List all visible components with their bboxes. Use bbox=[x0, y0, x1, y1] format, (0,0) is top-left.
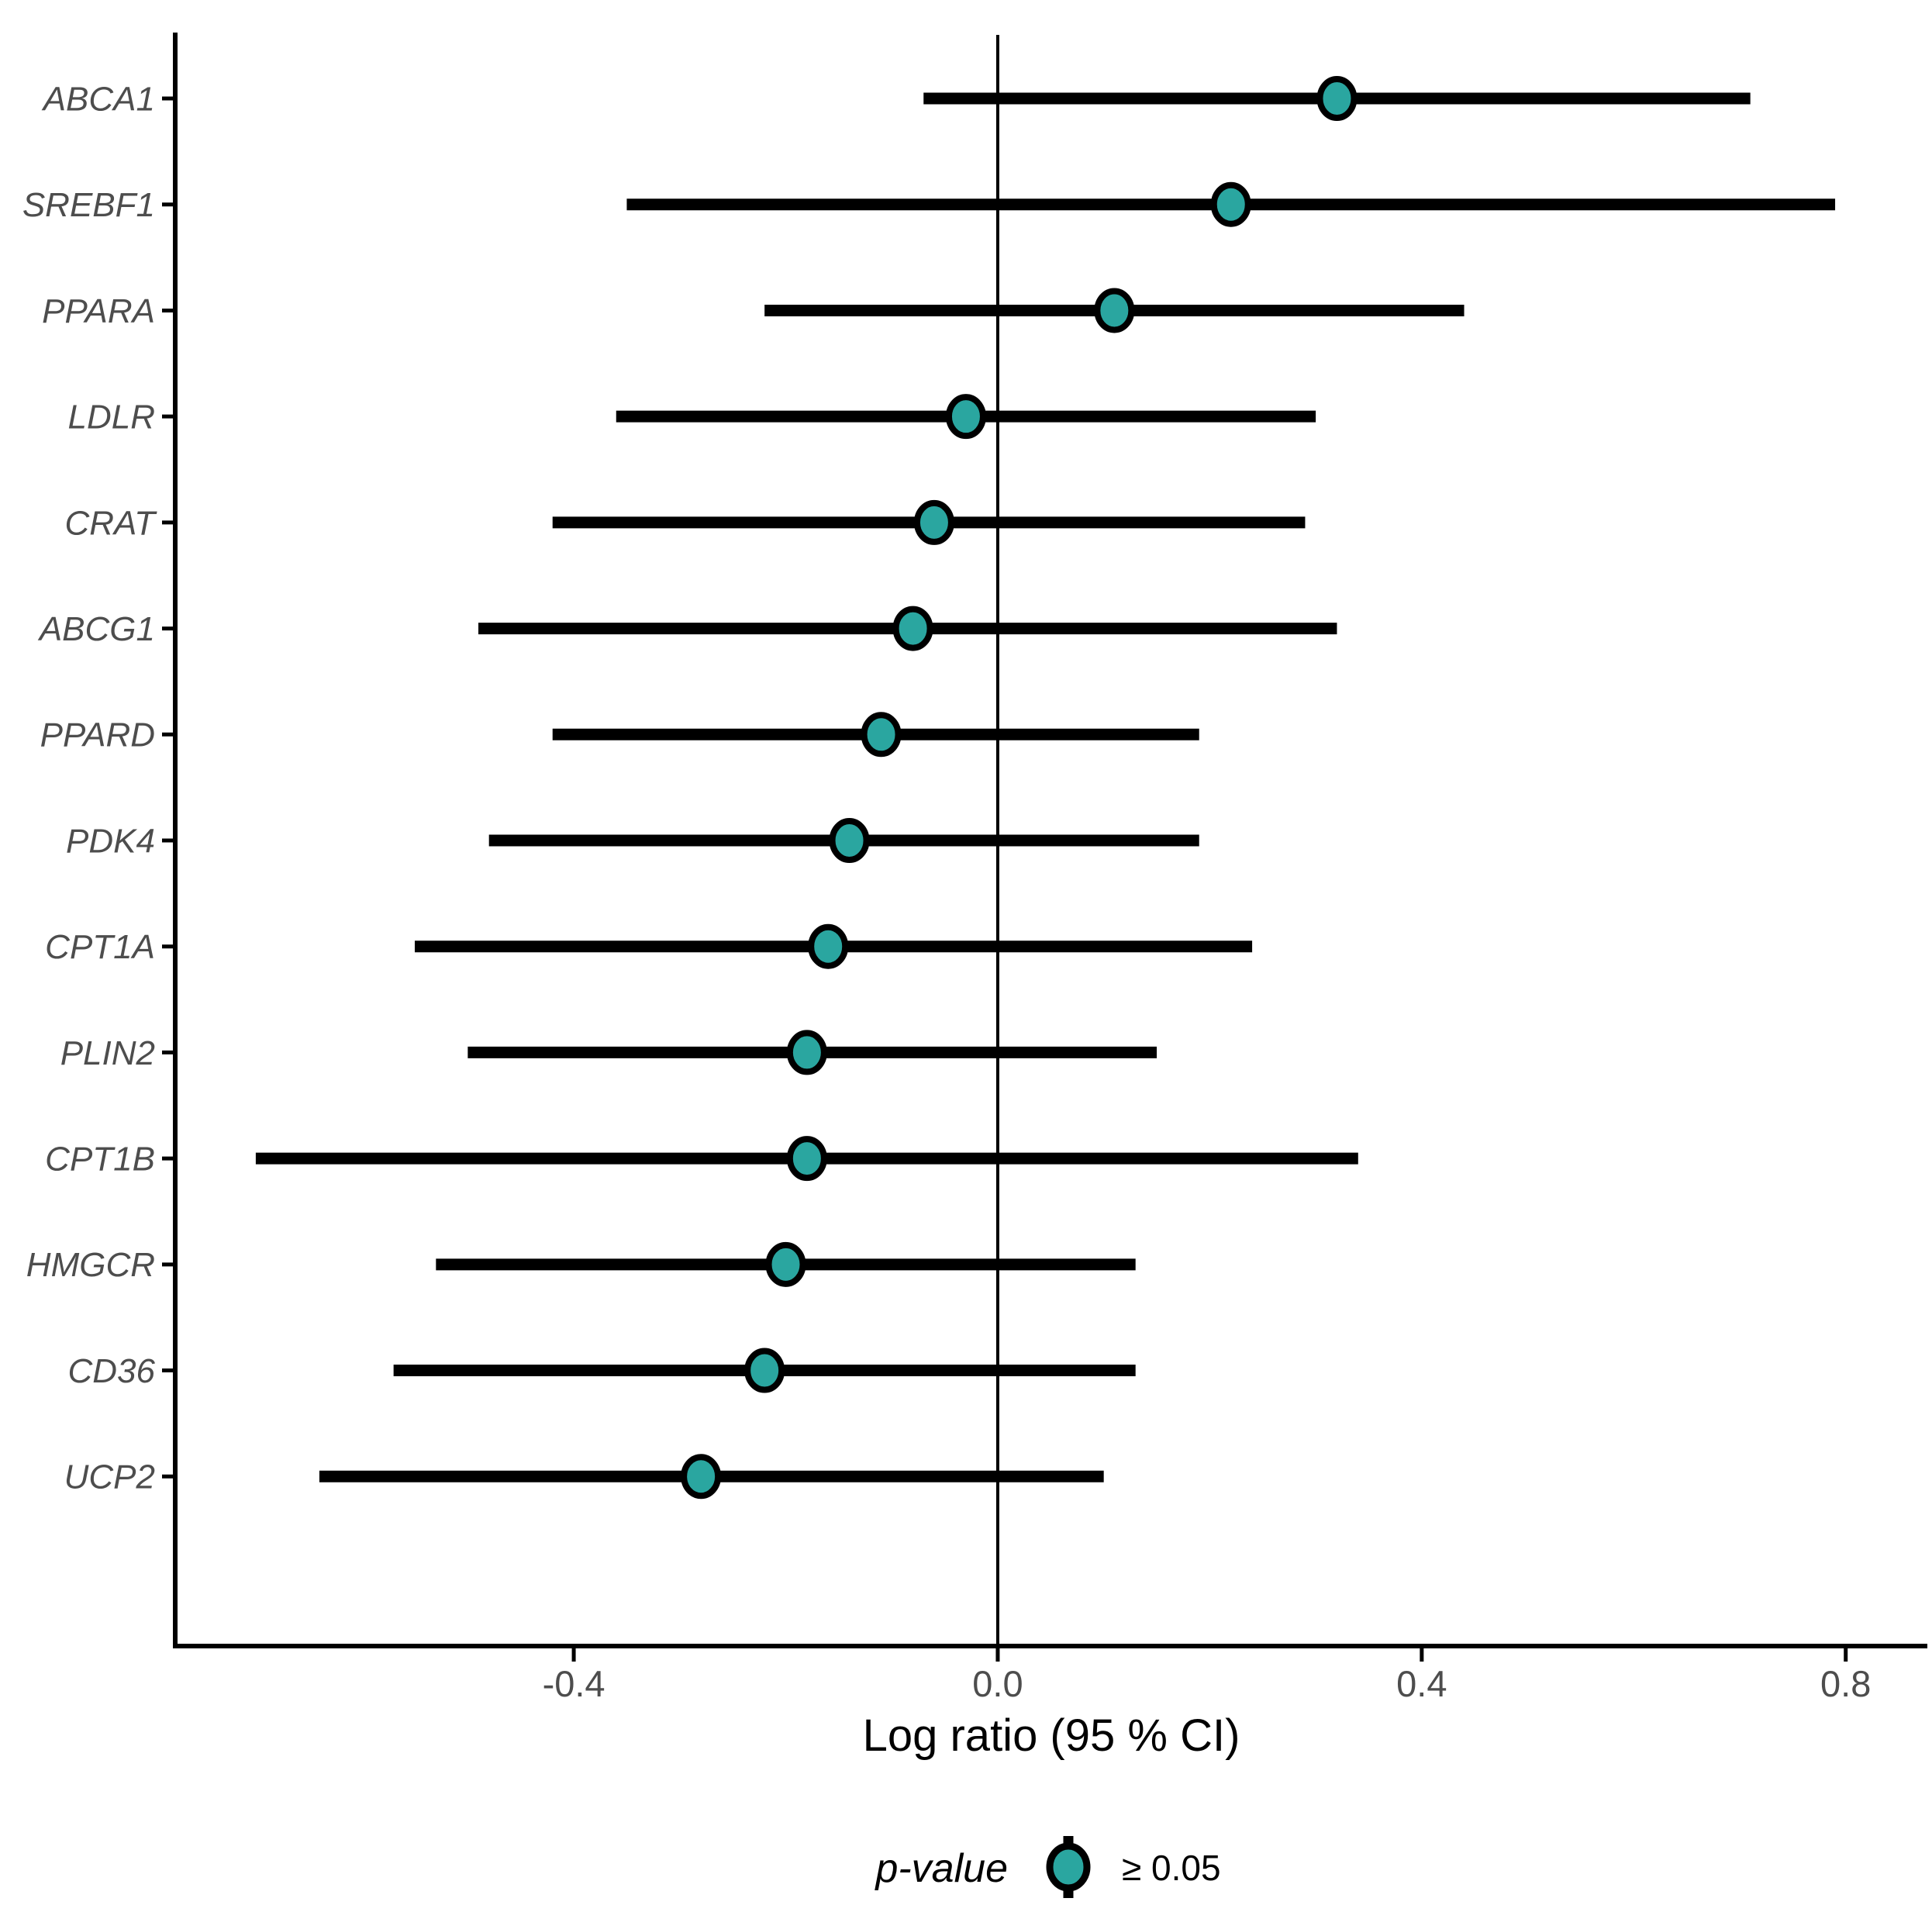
legend-title: p-value bbox=[874, 1846, 1008, 1891]
legend-key-errorbar-point bbox=[1046, 1836, 1091, 1898]
forest-row-PLIN2 bbox=[467, 1030, 1157, 1075]
x-axis-title: Log ratio (95 % CI) bbox=[863, 1710, 1240, 1761]
y-tick-label-ABCA1: ABCA1 bbox=[41, 80, 155, 118]
forest-row-UCP2 bbox=[319, 1454, 1104, 1500]
y-tick-label-CRAT: CRAT bbox=[64, 504, 157, 542]
forest-row-PDK4 bbox=[488, 818, 1199, 863]
forest-row-CRAT bbox=[552, 499, 1306, 545]
estimate-point bbox=[786, 1136, 827, 1182]
forest-rows bbox=[255, 76, 1836, 1500]
x-tick-label: 0.8 bbox=[1820, 1663, 1871, 1704]
x-tick-label: 0.4 bbox=[1396, 1663, 1447, 1704]
y-tick-label-CD36: CD36 bbox=[68, 1352, 156, 1390]
y-tick-label-PLIN2: PLIN2 bbox=[60, 1034, 155, 1072]
estimate-point bbox=[765, 1241, 806, 1287]
estimate-point bbox=[1094, 288, 1135, 333]
x-tick-label: 0.0 bbox=[972, 1663, 1023, 1704]
forest-row-PPARD bbox=[552, 712, 1199, 758]
estimate-point bbox=[829, 818, 870, 863]
forest-row-SREBF1 bbox=[626, 181, 1836, 227]
forest-row-ABCG1 bbox=[478, 606, 1337, 651]
y-tick-label-ABCG1: ABCG1 bbox=[37, 610, 155, 648]
estimate-point bbox=[861, 712, 902, 758]
forest-row-LDLR bbox=[616, 394, 1316, 440]
legend: p-value ≥ 0.05 bbox=[874, 1836, 1221, 1898]
y-tick-label-PDK4: PDK4 bbox=[66, 822, 155, 860]
estimate-point bbox=[913, 499, 954, 545]
y-tick-label-HMGCR: HMGCR bbox=[26, 1246, 155, 1284]
estimate-point bbox=[892, 606, 933, 651]
forest-row-ABCA1 bbox=[923, 76, 1751, 122]
y-tick-label-SREBF1: SREBF1 bbox=[22, 186, 155, 224]
forest-row-CPT1B bbox=[255, 1136, 1358, 1182]
forest-row-CD36 bbox=[393, 1348, 1136, 1393]
estimate-point bbox=[744, 1348, 785, 1393]
estimate-point bbox=[945, 394, 986, 440]
y-tick-label-UCP2: UCP2 bbox=[64, 1458, 155, 1496]
estimate-point bbox=[1316, 76, 1358, 122]
estimate-point bbox=[786, 1030, 827, 1075]
y-tick-label-PPARD: PPARD bbox=[40, 716, 155, 754]
y-tick-label-PPARA: PPARA bbox=[42, 292, 155, 330]
x-tick-label: -0.4 bbox=[543, 1663, 605, 1704]
y-tick-label-CPT1B: CPT1B bbox=[45, 1141, 155, 1179]
y-tick-label-LDLR: LDLR bbox=[68, 399, 156, 437]
y-tick-label-CPT1A: CPT1A bbox=[45, 928, 155, 966]
forest-row-HMGCR bbox=[436, 1241, 1136, 1287]
axes: ABCA1 SREBF1 PPARA LDLR CRAT ABCG1 PPARD PDK4 CP… bbox=[22, 33, 1927, 1704]
legend-entry-label: ≥ 0.05 bbox=[1122, 1848, 1221, 1888]
estimate-point bbox=[808, 923, 849, 969]
legend-point-glyph bbox=[1046, 1842, 1091, 1892]
estimate-point bbox=[681, 1454, 722, 1500]
forest-row-PPARA bbox=[764, 288, 1465, 333]
estimate-point bbox=[1210, 181, 1251, 227]
forest-row-CPT1A bbox=[414, 923, 1253, 969]
